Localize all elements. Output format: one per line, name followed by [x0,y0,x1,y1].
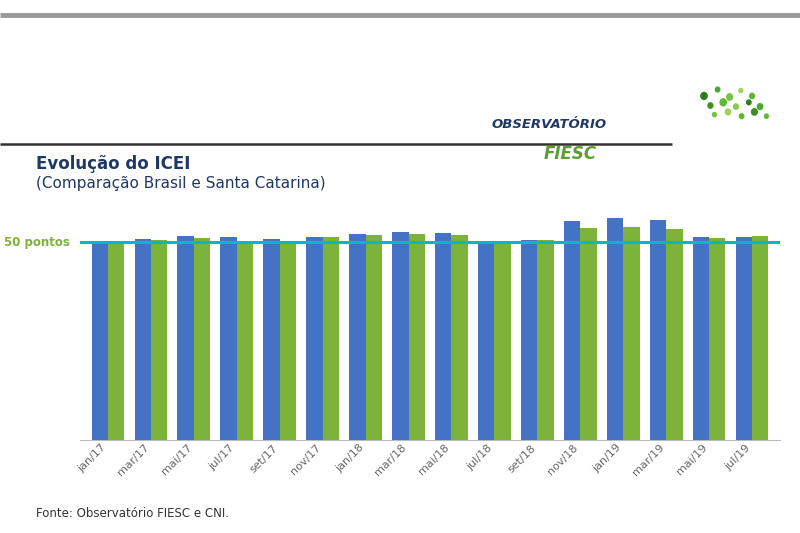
Text: (Comparação Brasil e Santa Catarina): (Comparação Brasil e Santa Catarina) [36,176,326,191]
Bar [108,243,124,440]
Bar [409,234,425,440]
Bar [494,245,510,440]
Text: 50 pontos: 50 pontos [4,236,70,248]
Bar [752,236,769,440]
Bar [392,232,409,440]
Bar [666,229,682,440]
Bar [134,238,151,440]
Bar [693,237,709,440]
Bar [91,241,108,440]
Bar [607,218,623,440]
Bar [151,240,167,440]
Bar [322,237,339,440]
Bar [178,236,194,440]
Bar [736,237,752,440]
Text: OBSERVATÓRIO: OBSERVATÓRIO [492,118,607,131]
Bar [451,235,468,440]
Bar [263,239,280,440]
Bar [650,220,666,440]
Bar [221,237,237,440]
Bar [538,240,554,440]
Bar [280,241,296,440]
Bar [478,241,494,440]
Bar [306,237,322,440]
Bar [623,227,639,440]
Bar [194,238,210,440]
Bar [237,243,253,440]
Bar [366,236,382,440]
Bar [350,234,366,440]
Text: Evolução do ICEI: Evolução do ICEI [36,155,190,173]
Text: FIESC: FIESC [544,145,597,163]
Bar [709,238,726,440]
Text: Fonte: Observatório FIESC e CNI.: Fonte: Observatório FIESC e CNI. [36,507,229,520]
Bar [580,228,597,440]
Bar [435,233,451,440]
Bar [521,240,538,440]
Bar [564,221,580,440]
